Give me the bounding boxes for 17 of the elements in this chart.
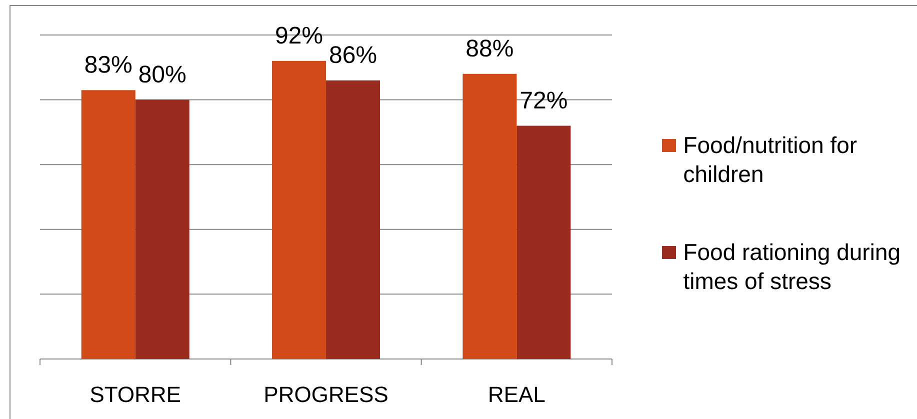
data-label: 92%: [276, 26, 322, 44]
data-label: 72%: [520, 92, 567, 109]
legend-label: Food rationing during times of stress: [684, 243, 900, 290]
data-label: 83%: [85, 56, 132, 73]
data-label: 80%: [139, 66, 186, 83]
bar: [462, 74, 517, 359]
data-label: 86%: [330, 46, 376, 64]
bar: [516, 126, 571, 359]
x-tick-label: PROGRESS: [265, 386, 388, 402]
bar: [135, 100, 190, 359]
bar: [272, 60, 326, 359]
legend-label: Food/nutrition for children: [684, 136, 857, 182]
bar: [81, 90, 136, 359]
data-label: 88%: [466, 40, 513, 57]
x-tick-label: REAL: [490, 386, 545, 402]
x-tick-label: STORRE: [90, 386, 180, 402]
bar: [326, 80, 380, 359]
